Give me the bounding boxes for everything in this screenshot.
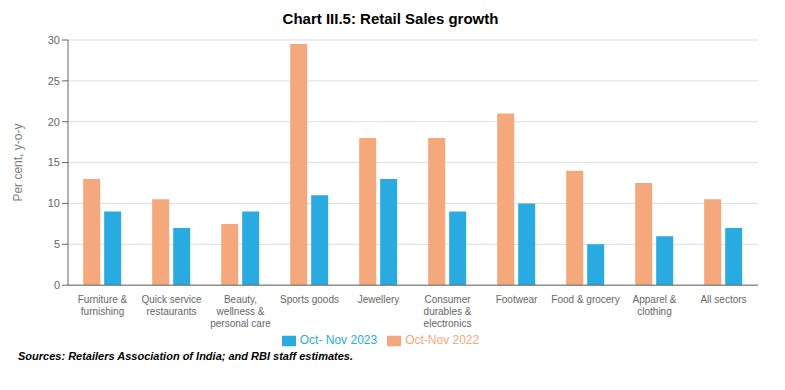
svg-text:Furniture &furnishing: Furniture &furnishing [78, 294, 128, 317]
svg-text:All sectors: All sectors [700, 294, 746, 305]
html-text:Oct- Nov 2023: Oct- Nov 2023 [299, 333, 378, 348]
svg-text:Per cent, y-o-y: Per cent, y-o-y [11, 124, 25, 202]
svg-text:Footwear: Footwear [496, 294, 538, 305]
svg-text:Food & grocery: Food & grocery [551, 294, 619, 305]
svg-text:Apparel &clothing: Apparel &clothing [633, 294, 677, 317]
html-text:Chart III.5: Retail Sales grow: Chart III.5: Retail Sales growth [282, 10, 499, 27]
svg-text:25: 25 [48, 75, 60, 87]
html-text:Oct-Nov 2022: Oct-Nov 2022 [405, 333, 480, 348]
svg-text:10: 10 [48, 197, 60, 209]
svg-text:Jewellery: Jewellery [358, 294, 400, 305]
svg-text:20: 20 [48, 116, 60, 128]
svg-text:15: 15 [48, 156, 60, 168]
svg-text:Beauty,wellness &personal care: Beauty,wellness &personal care [210, 294, 271, 329]
svg-text:Consumerdurables &electronics: Consumerdurables &electronics [424, 294, 472, 329]
svg-text:0: 0 [54, 279, 60, 291]
svg-text:Quick servicerestaurants: Quick servicerestaurants [141, 294, 201, 317]
svg-text:Sports goods: Sports goods [280, 294, 339, 305]
svg-text:5: 5 [54, 238, 60, 250]
svg-text:30: 30 [48, 34, 60, 46]
html-text:Sources: Retailers Association: Sources: Retailers Association of India;… [18, 350, 353, 362]
